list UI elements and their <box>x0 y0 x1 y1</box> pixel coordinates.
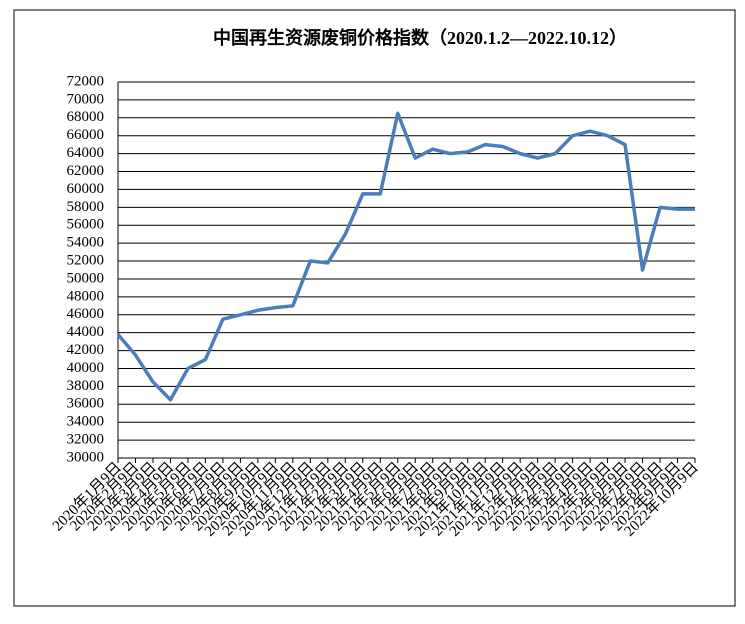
y-tick-label: 60000 <box>67 181 105 197</box>
y-tick-label: 40000 <box>67 360 105 376</box>
y-tick-label: 56000 <box>67 217 105 233</box>
y-tick-label: 50000 <box>67 270 105 286</box>
y-tick-label: 46000 <box>67 306 105 322</box>
y-tick-label: 30000 <box>67 449 105 465</box>
y-tick-label: 72000 <box>67 73 105 89</box>
line-series <box>116 111 695 402</box>
y-tick-label: 66000 <box>67 127 105 143</box>
y-tick-label: 32000 <box>67 432 105 448</box>
y-tick-label: 58000 <box>67 199 105 215</box>
y-tick-label: 34000 <box>67 414 105 430</box>
chart-border <box>13 9 736 607</box>
y-tick-label: 52000 <box>67 252 105 268</box>
y-tick-label: 48000 <box>67 288 105 304</box>
chart-title: 中国再生资源废铜价格指数（2020.1.2—2022.10.12） <box>213 27 627 48</box>
y-tick-label: 42000 <box>67 342 105 358</box>
y-tick-label: 44000 <box>67 324 105 340</box>
y-tick-label: 38000 <box>67 378 105 394</box>
y-tick-label: 54000 <box>67 235 105 251</box>
y-tick-label: 62000 <box>67 163 105 179</box>
y-tick-label: 68000 <box>67 109 105 125</box>
y-tick-label: 64000 <box>67 145 105 161</box>
y-tick-label: 36000 <box>67 396 105 412</box>
y-tick-label: 70000 <box>67 91 105 107</box>
